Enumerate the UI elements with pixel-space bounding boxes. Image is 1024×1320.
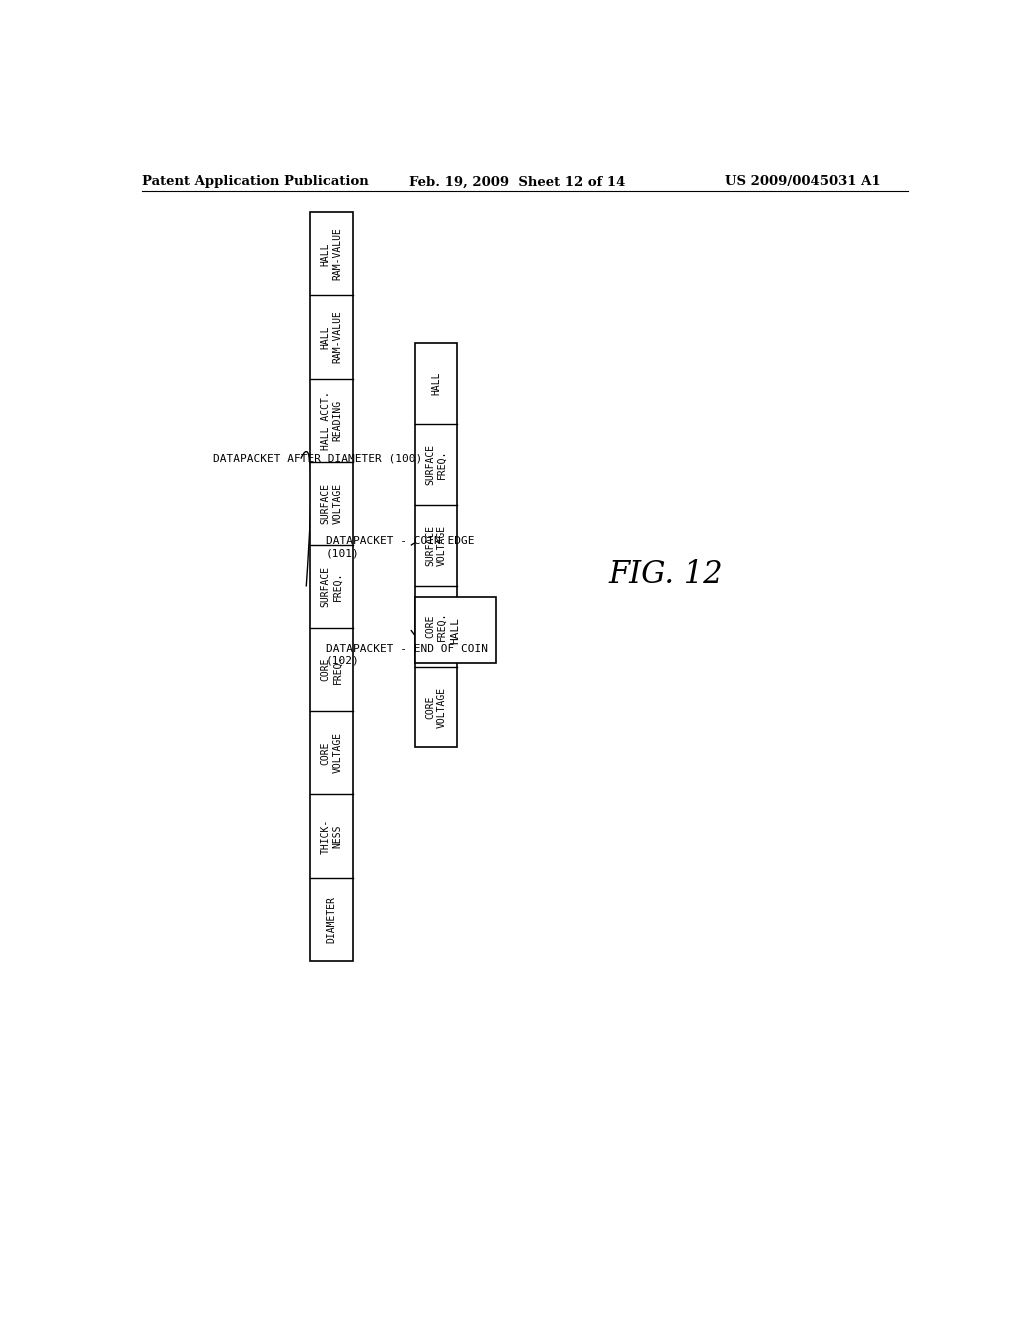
Text: SURFACE
VOLTAGE: SURFACE VOLTAGE bbox=[321, 483, 342, 524]
Text: HALL ACCT.
READING: HALL ACCT. READING bbox=[321, 391, 342, 450]
Text: FIG. 12: FIG. 12 bbox=[608, 558, 723, 590]
Text: HALL
RAM-VALUE: HALL RAM-VALUE bbox=[321, 310, 342, 363]
Bar bbox=[310, 213, 352, 961]
Text: SURFACE
VOLTAGE: SURFACE VOLTAGE bbox=[425, 525, 446, 566]
Text: SURFACE
FREQ.: SURFACE FREQ. bbox=[425, 444, 446, 484]
Text: Feb. 19, 2009  Sheet 12 of 14: Feb. 19, 2009 Sheet 12 of 14 bbox=[409, 176, 625, 189]
Text: CORE
FREQ.: CORE FREQ. bbox=[321, 655, 342, 684]
Text: DATAPACKET AFTER DIAMETER (100): DATAPACKET AFTER DIAMETER (100) bbox=[213, 454, 423, 463]
Bar bbox=[415, 343, 458, 747]
Text: SURFACE
FREQ.: SURFACE FREQ. bbox=[321, 566, 342, 607]
Text: HALL: HALL bbox=[451, 616, 461, 644]
Text: Patent Application Publication: Patent Application Publication bbox=[142, 176, 369, 189]
Text: CORE
VOLTAGE: CORE VOLTAGE bbox=[425, 686, 446, 727]
Text: HALL
RAM-VALUE: HALL RAM-VALUE bbox=[321, 227, 342, 280]
Text: DATAPACKET - END OF COIN
(102): DATAPACKET - END OF COIN (102) bbox=[326, 644, 487, 665]
Text: CORE
FREQ.: CORE FREQ. bbox=[425, 611, 446, 642]
Text: THICK-
NESS: THICK- NESS bbox=[321, 818, 342, 854]
Text: US 2009/0045031 A1: US 2009/0045031 A1 bbox=[725, 176, 881, 189]
Text: DATAPACKET - COIN EDGE
(101): DATAPACKET - COIN EDGE (101) bbox=[326, 536, 474, 558]
Bar bbox=[415, 597, 496, 663]
Text: DIAMETER: DIAMETER bbox=[327, 896, 337, 942]
Text: HALL: HALL bbox=[431, 372, 441, 396]
Text: CORE
VOLTAGE: CORE VOLTAGE bbox=[321, 733, 342, 774]
